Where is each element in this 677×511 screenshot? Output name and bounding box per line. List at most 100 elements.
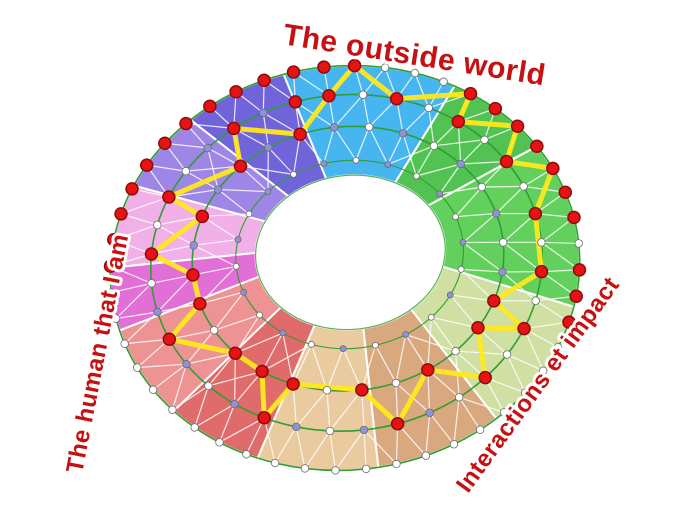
node-purple[interactable]: [264, 188, 272, 195]
node-red[interactable]: [286, 377, 300, 391]
node-red[interactable]: [478, 370, 492, 385]
node-purple[interactable]: [189, 241, 198, 250]
node-purple[interactable]: [339, 345, 347, 353]
node-red[interactable]: [203, 99, 217, 114]
node-purple[interactable]: [498, 267, 507, 277]
node-red[interactable]: [546, 161, 560, 176]
node-white[interactable]: [477, 182, 487, 192]
node-purple[interactable]: [359, 425, 369, 435]
node-white[interactable]: [539, 366, 548, 376]
node-red[interactable]: [139, 158, 154, 172]
node-white[interactable]: [153, 220, 162, 230]
node-white[interactable]: [372, 341, 379, 349]
node-red[interactable]: [562, 315, 576, 329]
node-white[interactable]: [358, 90, 368, 99]
node-red[interactable]: [286, 65, 301, 79]
node-red[interactable]: [257, 411, 271, 425]
node-red[interactable]: [288, 95, 303, 109]
node-white[interactable]: [457, 265, 465, 273]
node-red[interactable]: [488, 101, 503, 116]
node-white[interactable]: [352, 156, 360, 164]
node-white[interactable]: [480, 135, 489, 144]
node-purple[interactable]: [182, 359, 191, 369]
node-white[interactable]: [454, 393, 464, 402]
node-white[interactable]: [300, 464, 310, 473]
node-white[interactable]: [475, 425, 485, 434]
node-white[interactable]: [421, 451, 431, 460]
node-red[interactable]: [103, 259, 118, 273]
node-purple[interactable]: [203, 143, 212, 153]
node-red[interactable]: [572, 263, 587, 277]
node-red[interactable]: [487, 294, 501, 308]
node-white[interactable]: [391, 378, 401, 388]
node-purple[interactable]: [234, 236, 242, 243]
node-red[interactable]: [499, 154, 514, 169]
node-purple[interactable]: [259, 108, 268, 118]
node-white[interactable]: [308, 341, 315, 348]
node-red[interactable]: [528, 206, 543, 221]
node-red[interactable]: [355, 383, 369, 397]
node-white[interactable]: [111, 314, 121, 323]
node-white[interactable]: [537, 238, 546, 247]
node-white[interactable]: [452, 213, 460, 221]
node-red[interactable]: [114, 207, 128, 221]
node-purple[interactable]: [425, 408, 434, 418]
node-red[interactable]: [569, 289, 583, 304]
node-red[interactable]: [322, 88, 336, 103]
node-white[interactable]: [427, 313, 435, 321]
node-red[interactable]: [451, 114, 466, 129]
node-white[interactable]: [204, 381, 213, 391]
node-white[interactable]: [331, 466, 340, 475]
node-red[interactable]: [530, 139, 544, 154]
node-white[interactable]: [325, 426, 335, 436]
node-white[interactable]: [210, 326, 219, 335]
node-white[interactable]: [245, 210, 253, 218]
node-white[interactable]: [449, 439, 459, 449]
node-white[interactable]: [519, 182, 528, 191]
node-purple[interactable]: [384, 161, 392, 168]
node-white[interactable]: [242, 450, 251, 459]
node-purple[interactable]: [292, 422, 301, 432]
node-purple[interactable]: [213, 185, 223, 194]
node-red[interactable]: [228, 346, 243, 360]
node-white[interactable]: [132, 363, 142, 372]
node-red[interactable]: [195, 209, 210, 224]
node-red[interactable]: [144, 247, 159, 261]
node-white[interactable]: [107, 288, 116, 297]
node-white[interactable]: [553, 342, 563, 352]
node-white[interactable]: [429, 141, 439, 151]
node-white[interactable]: [256, 311, 263, 319]
node-purple[interactable]: [398, 129, 408, 138]
node-red[interactable]: [463, 86, 478, 101]
node-white[interactable]: [380, 63, 390, 72]
node-white[interactable]: [181, 166, 191, 176]
node-white[interactable]: [361, 464, 371, 474]
node-white[interactable]: [499, 408, 509, 417]
node-white[interactable]: [190, 423, 199, 432]
node-purple[interactable]: [330, 123, 339, 132]
node-white[interactable]: [502, 350, 512, 359]
node-red[interactable]: [293, 127, 307, 142]
node-red[interactable]: [558, 185, 573, 200]
node-white[interactable]: [270, 458, 280, 468]
node-white[interactable]: [531, 296, 540, 305]
node-red[interactable]: [125, 182, 139, 196]
node-purple[interactable]: [459, 239, 467, 246]
node-purple[interactable]: [153, 307, 162, 317]
node-red[interactable]: [471, 320, 485, 335]
node-red[interactable]: [347, 58, 362, 73]
node-white[interactable]: [439, 77, 448, 86]
node-purple[interactable]: [402, 331, 410, 338]
node-red[interactable]: [179, 116, 193, 131]
node-white[interactable]: [498, 238, 508, 247]
node-white[interactable]: [120, 339, 129, 348]
node-purple[interactable]: [240, 288, 247, 296]
node-red[interactable]: [229, 85, 243, 99]
node-red[interactable]: [421, 363, 435, 377]
node-red[interactable]: [390, 417, 405, 431]
node-white[interactable]: [290, 170, 297, 178]
node-red[interactable]: [193, 296, 207, 311]
node-purple[interactable]: [492, 209, 501, 218]
node-red[interactable]: [162, 332, 177, 346]
node-purple[interactable]: [456, 159, 465, 169]
